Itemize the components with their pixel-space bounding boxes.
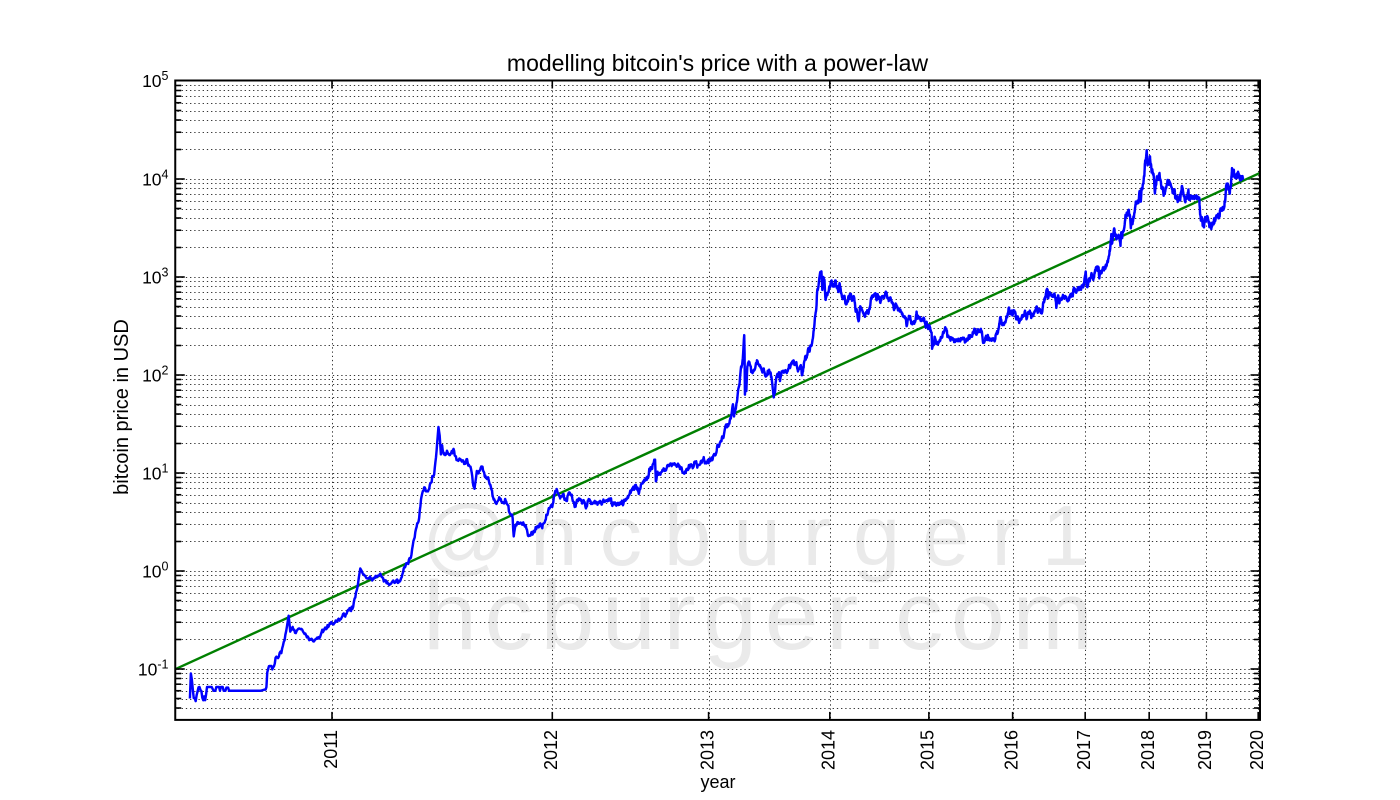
svg-text:2017: 2017 — [1074, 730, 1094, 770]
svg-text:2015: 2015 — [918, 730, 938, 770]
svg-text:hcburger.com: hcburger.com — [423, 561, 1101, 670]
svg-text:2016: 2016 — [1001, 730, 1021, 770]
svg-text:2013: 2013 — [697, 730, 717, 770]
svg-text:modelling bitcoin's price with: modelling bitcoin's price with a power-l… — [507, 50, 929, 76]
svg-text:2014: 2014 — [819, 730, 839, 770]
svg-text:2019: 2019 — [1195, 730, 1215, 770]
svg-text:101: 101 — [142, 461, 168, 483]
svg-text:bitcoin price in USD: bitcoin price in USD — [111, 319, 133, 495]
svg-text:100: 100 — [142, 559, 168, 581]
svg-text:105: 105 — [142, 69, 168, 91]
svg-text:103: 103 — [142, 265, 168, 287]
svg-text:10-1: 10-1 — [138, 657, 169, 679]
svg-text:2018: 2018 — [1138, 730, 1158, 770]
svg-text:2020: 2020 — [1247, 730, 1267, 770]
svg-text:102: 102 — [142, 363, 168, 385]
svg-text:2012: 2012 — [541, 730, 561, 770]
svg-text:year: year — [700, 772, 735, 792]
svg-text:104: 104 — [142, 167, 168, 189]
svg-text:2011: 2011 — [321, 730, 341, 769]
